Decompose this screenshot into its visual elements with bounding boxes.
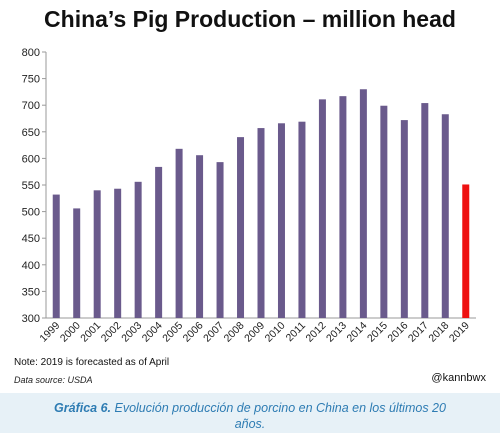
chart-title: China’s Pig Production – million head — [44, 6, 456, 32]
bar — [196, 155, 204, 318]
bar — [134, 181, 142, 318]
x-tick-label: 2006 — [181, 320, 206, 345]
y-tick-label: 650 — [22, 127, 40, 139]
bar — [175, 148, 183, 318]
x-tick-label: 2007 — [201, 320, 226, 345]
x-tick-label: 2008 — [222, 320, 247, 345]
x-tick-label: 2003 — [119, 320, 144, 345]
x-tick-label: 2011 — [284, 320, 309, 345]
x-tick-label: 2016 — [385, 320, 410, 345]
x-tick-label: 2012 — [304, 320, 329, 345]
figure-caption: Gráfica 6. Evolución producción de porci… — [40, 400, 460, 432]
x-tick-label: 2002 — [99, 320, 124, 345]
x-tick-label: 2009 — [242, 320, 267, 345]
y-tick-label: 800 — [22, 47, 40, 59]
x-tick-label: 2010 — [263, 320, 288, 345]
x-tick-label: 2014 — [344, 320, 369, 345]
y-tick-label: 500 — [22, 207, 40, 219]
y-tick-label: 550 — [22, 180, 40, 192]
y-tick-label: 350 — [22, 286, 40, 298]
x-tick-label: 1999 — [37, 320, 62, 345]
bar — [400, 120, 408, 318]
bar — [318, 99, 326, 319]
x-tick-label: 2019 — [447, 320, 472, 345]
bar — [257, 128, 265, 318]
bar — [155, 166, 163, 318]
y-tick-label: 400 — [22, 260, 40, 272]
x-tick-label: 2005 — [160, 320, 185, 345]
y-tick-label: 300 — [22, 313, 40, 325]
x-tick-label: 2015 — [365, 320, 390, 345]
x-tick-label: 2001 — [78, 320, 103, 345]
data-source: Data source: USDA — [14, 375, 93, 385]
y-tick-label: 700 — [22, 100, 40, 112]
bar — [359, 89, 367, 319]
bar — [421, 103, 429, 319]
chart-panel: China’s Pig Production – million head 30… — [0, 0, 500, 393]
caption-label: Gráfica 6. — [54, 401, 112, 415]
bar — [462, 184, 470, 318]
x-tick-label: 2013 — [324, 320, 349, 345]
x-tick-label: 2004 — [140, 320, 165, 345]
x-tick-label: 2017 — [406, 320, 431, 345]
bar — [114, 188, 122, 318]
bar — [73, 208, 81, 318]
y-tick-label: 750 — [22, 74, 40, 86]
bar — [339, 96, 347, 318]
y-tick-label: 450 — [22, 233, 40, 245]
bar — [298, 121, 306, 318]
bar — [52, 194, 60, 318]
bar — [237, 137, 245, 318]
author-handle: @kannbwx — [431, 372, 486, 384]
bar — [93, 190, 101, 318]
forecast-note: Note: 2019 is forecasted as of April — [14, 357, 170, 368]
x-tick-label: 2000 — [58, 320, 83, 345]
y-tick-label: 600 — [22, 153, 40, 165]
bar-chart: 3003504004505005506006507007508001999200… — [22, 47, 476, 345]
caption-text: Evolución producción de porcino en China… — [111, 401, 446, 431]
x-tick-label: 2018 — [426, 320, 451, 345]
bar — [380, 105, 388, 319]
bar — [216, 162, 224, 318]
bar — [441, 114, 449, 318]
bar — [277, 123, 285, 319]
